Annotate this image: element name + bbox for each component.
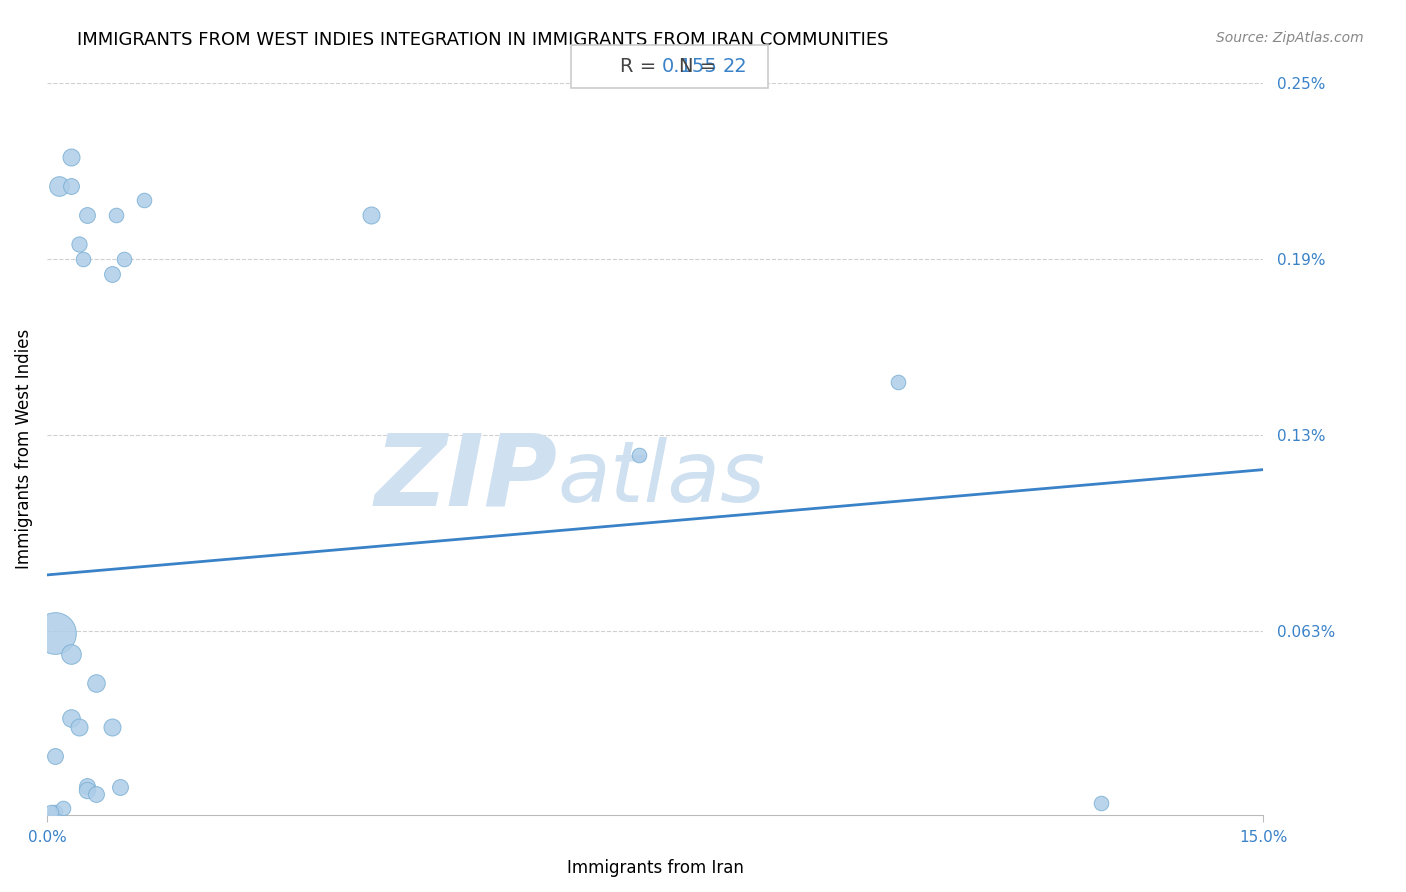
Point — [104, 208, 127, 222]
Point — [134, 194, 156, 208]
Point — [76, 783, 98, 797]
Text: N =: N = — [679, 57, 723, 76]
Point — [48, 178, 70, 193]
X-axis label: Immigrants from Iran: Immigrants from Iran — [567, 859, 744, 877]
Point — [627, 448, 650, 462]
Point — [60, 150, 83, 164]
Text: 0.155: 0.155 — [662, 57, 718, 76]
Point — [67, 237, 90, 252]
Point — [1090, 796, 1112, 810]
Point — [76, 208, 98, 222]
Point — [60, 178, 83, 193]
Text: atlas: atlas — [558, 437, 766, 520]
Text: R =: R = — [620, 57, 662, 76]
Point — [887, 375, 910, 389]
Point — [100, 720, 122, 734]
Text: Source: ZipAtlas.com: Source: ZipAtlas.com — [1216, 31, 1364, 45]
Point — [60, 647, 83, 661]
Point — [44, 805, 66, 819]
Point — [39, 805, 62, 819]
Point — [60, 711, 83, 725]
Text: ZIP: ZIP — [375, 430, 558, 527]
Point — [44, 626, 66, 640]
Text: IMMIGRANTS FROM WEST INDIES INTEGRATION IN IMMIGRANTS FROM IRAN COMMUNITIES: IMMIGRANTS FROM WEST INDIES INTEGRATION … — [77, 31, 889, 49]
Text: 22: 22 — [723, 57, 748, 76]
Point — [84, 676, 107, 690]
Point — [44, 749, 66, 764]
Point — [67, 720, 90, 734]
Point — [72, 252, 94, 266]
Point — [360, 208, 382, 222]
Point — [52, 800, 75, 814]
Point — [112, 252, 135, 266]
Point — [100, 267, 122, 281]
Y-axis label: Immigrants from West Indies: Immigrants from West Indies — [15, 329, 32, 569]
Point — [108, 780, 131, 794]
Point — [84, 788, 107, 802]
Point — [76, 779, 98, 793]
